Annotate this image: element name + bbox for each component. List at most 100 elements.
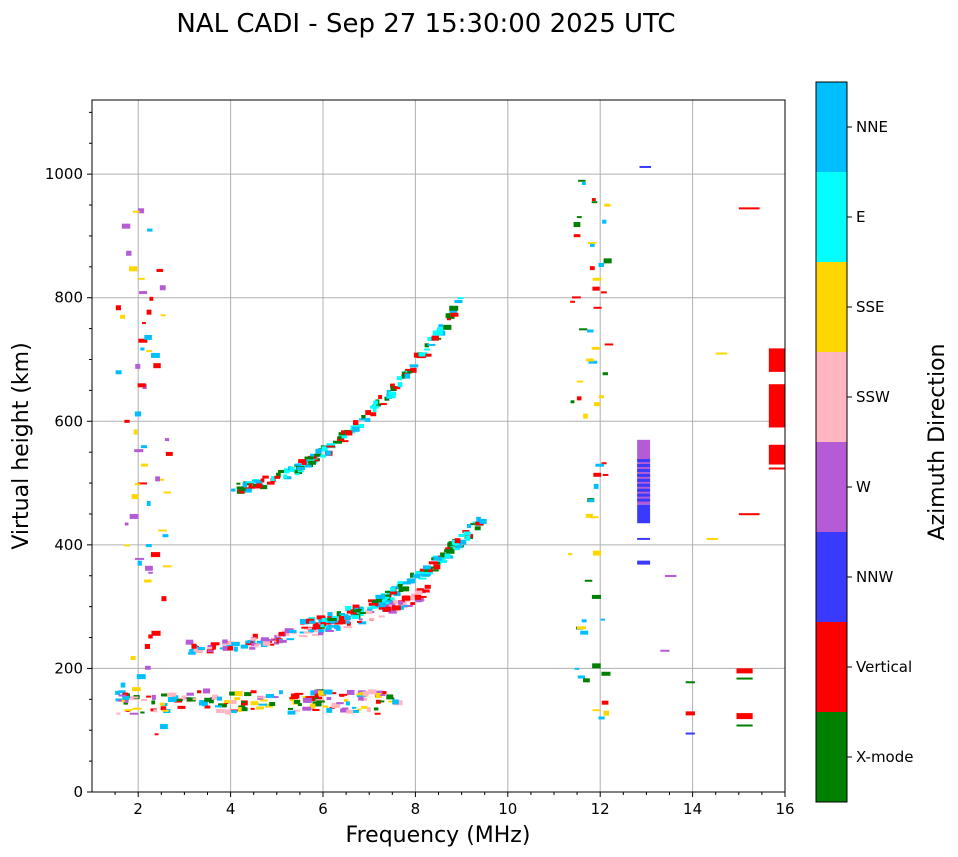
echo-mark	[121, 223, 131, 229]
echo-mark	[600, 618, 606, 621]
echo-mark	[130, 655, 136, 660]
echo-mark	[685, 732, 695, 735]
echo-mark	[146, 309, 152, 315]
echo-mark	[388, 391, 397, 396]
echo-mark	[637, 464, 651, 468]
echo-mark	[314, 459, 319, 462]
echo-mark	[234, 691, 243, 697]
echo-mark	[444, 549, 454, 553]
echo-mark	[145, 544, 152, 548]
echo-mark	[154, 733, 159, 736]
y-tick-label: 200	[54, 659, 83, 677]
echo-mark	[352, 604, 360, 610]
echo-mark	[162, 709, 169, 712]
echo-mark	[301, 626, 308, 629]
echo-mark	[132, 687, 141, 692]
echo-mark	[243, 481, 252, 486]
colorbar-label: Azimuth Direction	[925, 343, 950, 540]
echo-mark	[339, 693, 348, 696]
echo-mark	[245, 481, 255, 484]
echo-mark	[410, 572, 414, 578]
echo-mark	[274, 475, 280, 479]
echo-mark	[140, 699, 148, 702]
echo-mark	[117, 699, 123, 702]
echo-mark	[601, 671, 611, 676]
echo-mark	[224, 709, 231, 715]
echo-mark	[343, 614, 349, 617]
echo-mark	[576, 380, 584, 383]
echo-mark	[452, 548, 461, 551]
echo-mark	[637, 488, 651, 492]
echo-mark	[324, 626, 332, 632]
colorbar-label-nne: NNE	[856, 118, 888, 136]
echo-mark	[256, 481, 263, 486]
echo-mark	[604, 343, 614, 346]
echo-mark	[736, 713, 753, 720]
echo-mark	[207, 650, 214, 653]
echo-mark	[414, 594, 422, 600]
echo-mark	[278, 639, 287, 643]
echo-mark	[583, 678, 590, 683]
echo-mark	[338, 620, 343, 624]
echo-mark	[322, 705, 329, 708]
echo-mark	[591, 346, 600, 350]
echo-mark	[134, 411, 142, 417]
echo-mark	[309, 703, 316, 709]
echo-mark	[316, 615, 326, 620]
echo-mark	[583, 413, 588, 419]
echo-mark	[252, 633, 258, 639]
echo-mark	[637, 483, 651, 487]
echo-mark	[427, 343, 436, 346]
echo-mark	[370, 412, 377, 417]
echo-mark	[387, 600, 393, 605]
x-tick-label: 4	[226, 800, 236, 818]
echo-mark	[576, 216, 582, 219]
echo-mark	[444, 553, 451, 558]
plot-frame	[91, 99, 786, 793]
echo-mark	[293, 709, 301, 712]
echo-mark	[637, 459, 651, 463]
echo-mark	[244, 692, 252, 697]
echo-mark	[386, 694, 394, 698]
echo-mark	[289, 697, 298, 700]
echo-mark	[146, 500, 151, 506]
echo-mark	[283, 476, 292, 480]
echo-mark	[445, 547, 450, 550]
echo-mark	[248, 481, 253, 487]
echo-mark	[185, 639, 194, 645]
echo-mark	[402, 581, 411, 585]
echo-mark	[581, 619, 587, 623]
echo-mark	[637, 560, 651, 565]
echo-mark	[320, 622, 326, 627]
echo-mark	[137, 208, 145, 214]
echo-mark	[450, 315, 455, 319]
echo-mark	[260, 699, 268, 702]
echo-mark	[148, 571, 153, 574]
echo-mark	[133, 429, 138, 435]
echo-mark	[257, 696, 266, 699]
echo-mark	[593, 306, 602, 309]
echo-mark	[158, 478, 165, 481]
chart-title: NAL CADI - Sep 27 15:30:00 2025 UTC	[176, 9, 675, 39]
echo-mark	[341, 430, 345, 435]
echo-mark	[384, 590, 392, 593]
echo-mark	[585, 513, 593, 518]
echo-mark	[294, 699, 301, 704]
echo-mark	[314, 453, 322, 457]
echo-mark	[414, 590, 423, 595]
echo-mark	[210, 642, 220, 646]
echo-mark	[227, 646, 234, 651]
echo-mark	[229, 691, 235, 696]
echo-mark	[419, 571, 428, 574]
echo-mark	[418, 352, 426, 357]
echo-mark	[361, 705, 368, 709]
echo-mark	[463, 531, 471, 536]
echo-mark	[383, 606, 391, 612]
echo-mark	[231, 710, 237, 714]
echo-mark	[139, 291, 148, 295]
x-tick-label: 10	[498, 800, 517, 818]
echo-mark	[283, 468, 290, 474]
echo-mark	[358, 618, 363, 621]
echo-mark	[414, 574, 421, 579]
echo-mark	[479, 518, 487, 524]
